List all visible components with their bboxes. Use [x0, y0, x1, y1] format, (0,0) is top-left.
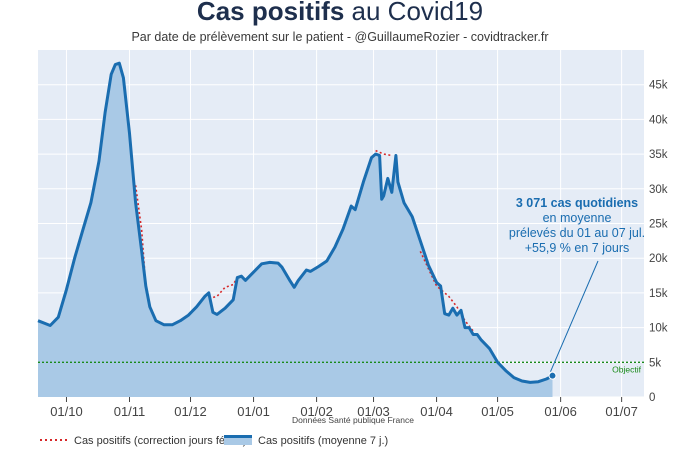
x-tick-label: 01/12 [174, 404, 207, 419]
legend-label-correction: Cas positifs (correction jours fériés) [74, 435, 246, 447]
correction-line-segment [375, 149, 392, 157]
objective-line-group: Objectif [38, 361, 644, 374]
y-tick-label: 10k [649, 323, 668, 335]
legend-label-moyenne: Cas positifs (moyenne 7 j.) [258, 435, 388, 447]
y-tick-label: 30k [649, 184, 668, 196]
y-tick-label: 35k [649, 149, 668, 161]
x-tick-label: 01/06 [544, 404, 577, 419]
chart-subtitle: Par date de prélèvement sur le patient -… [131, 30, 548, 44]
annotation-arrow [550, 260, 599, 372]
annotation: 3 071 cas quotidiens en moyenne prélevés… [509, 196, 645, 372]
y-tick-label: 20k [649, 253, 668, 265]
series-lines [37, 61, 557, 384]
x-tick-label: 01/07 [605, 404, 638, 419]
annotation-line-3: prélevés du 01 au 07 jul. [509, 226, 645, 240]
x-tick-label: 01/11 [114, 404, 146, 419]
series-line-moyenne [37, 61, 554, 384]
y-tick-label: 40k [649, 114, 668, 126]
x-tick-label: 01/04 [420, 404, 453, 419]
x-tick-label: 01/03 [357, 404, 390, 419]
series-area [38, 63, 553, 397]
correction-line-segment [208, 277, 238, 300]
y-tick-label: 25k [649, 219, 668, 231]
annotation-line-1: 3 071 cas quotidiens [516, 196, 638, 210]
last-point-marker [548, 371, 557, 380]
x-tick-label: 01/01 [237, 404, 270, 419]
chart-title: Cas positifs au Covid19 [197, 0, 483, 26]
annotation-line-4: +55,9 % en 7 jours [525, 241, 630, 255]
annotation-line-2: en moyenne [543, 211, 612, 225]
y-tick-label: 15k [649, 288, 668, 300]
title-bold: Cas positifs [197, 0, 344, 26]
x-tick-label: 01/10 [50, 404, 83, 419]
objective-label: Objectif [612, 364, 641, 374]
title-rest: au Covid19 [344, 0, 483, 26]
y-tick-label: 45k [649, 80, 668, 92]
x-tick-label: 01/02 [300, 404, 333, 419]
y-tick-label: 5k [649, 357, 661, 369]
y-tick-label: 0 [649, 392, 655, 404]
data-source: Données Santé publique France [292, 415, 414, 425]
legend-swatch-fill [224, 435, 252, 445]
axis-ticks: 0 5k 10k 15k 20k 25k 30k 35k 40k 45k 01/10 01/11 01/… [50, 80, 668, 419]
legend: Cas positifs (correction jours fériés) C… [40, 435, 388, 447]
x-tick-label: 01/05 [481, 404, 514, 419]
series-area-fill [38, 63, 553, 397]
